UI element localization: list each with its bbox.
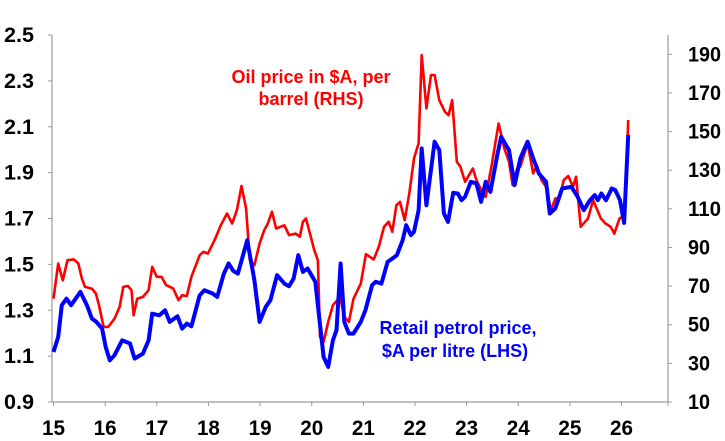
x-tick-label: 16 [94,417,117,440]
right-tick-label: 170 [688,82,721,105]
petrol-series-label-line2: $A per litre (LHS) [382,341,528,361]
left-tick-label: 2.1 [4,116,34,139]
right-tick-label: 70 [688,275,710,298]
petrol-series-label-line1: Retail petrol price, [379,318,536,338]
right-tick-label: 130 [688,159,721,182]
left-tick-label: 1.9 [4,162,34,185]
left-tick-label: 1.5 [4,253,34,276]
x-tick-label: 15 [42,417,65,440]
oil-series-label-line2: barrel (RHS) [258,89,363,109]
x-tick-label: 20 [300,417,323,440]
left-tick-label: 0.9 [4,391,34,414]
x-tick-label: 19 [249,417,272,440]
x-tick-label: 22 [403,417,426,440]
right-tick-label: 90 [688,236,710,259]
series-lines [51,53,631,369]
x-tick-label: 21 [352,417,375,440]
left-tick-label: 1.3 [4,299,34,322]
left-tick-label: 2.3 [4,70,34,93]
x-axis: 15 16 17 18 19 20 21 22 23 24 25 26 [42,402,669,440]
right-axis: 10 30 50 70 90 110 130 150 170 190 [668,43,721,414]
oil-series-label-line1: Oil price in $A, per [231,67,390,87]
left-tick-label: 2.5 [4,24,34,47]
right-tick-label: 30 [688,352,710,375]
right-tick-label: 150 [688,121,721,144]
x-tick-label: 26 [610,417,633,440]
petrol-price-line [51,134,631,369]
right-tick-label: 50 [688,314,710,337]
x-tick-label: 18 [197,417,220,440]
x-tick-label: 24 [507,417,530,440]
right-tick-label: 110 [688,198,721,221]
x-tick-label: 17 [145,417,168,440]
right-tick-label: 10 [688,391,710,414]
left-tick-label: 1.7 [4,208,34,231]
right-tick-label: 190 [688,43,721,66]
left-tick-label: 1.1 [4,345,34,368]
x-tick-label: 23 [455,417,478,440]
left-axis: 0.9 1.1 1.3 1.5 1.7 1.9 2.1 2.3 2.5 [4,24,52,414]
x-tick-label: 25 [558,417,581,440]
